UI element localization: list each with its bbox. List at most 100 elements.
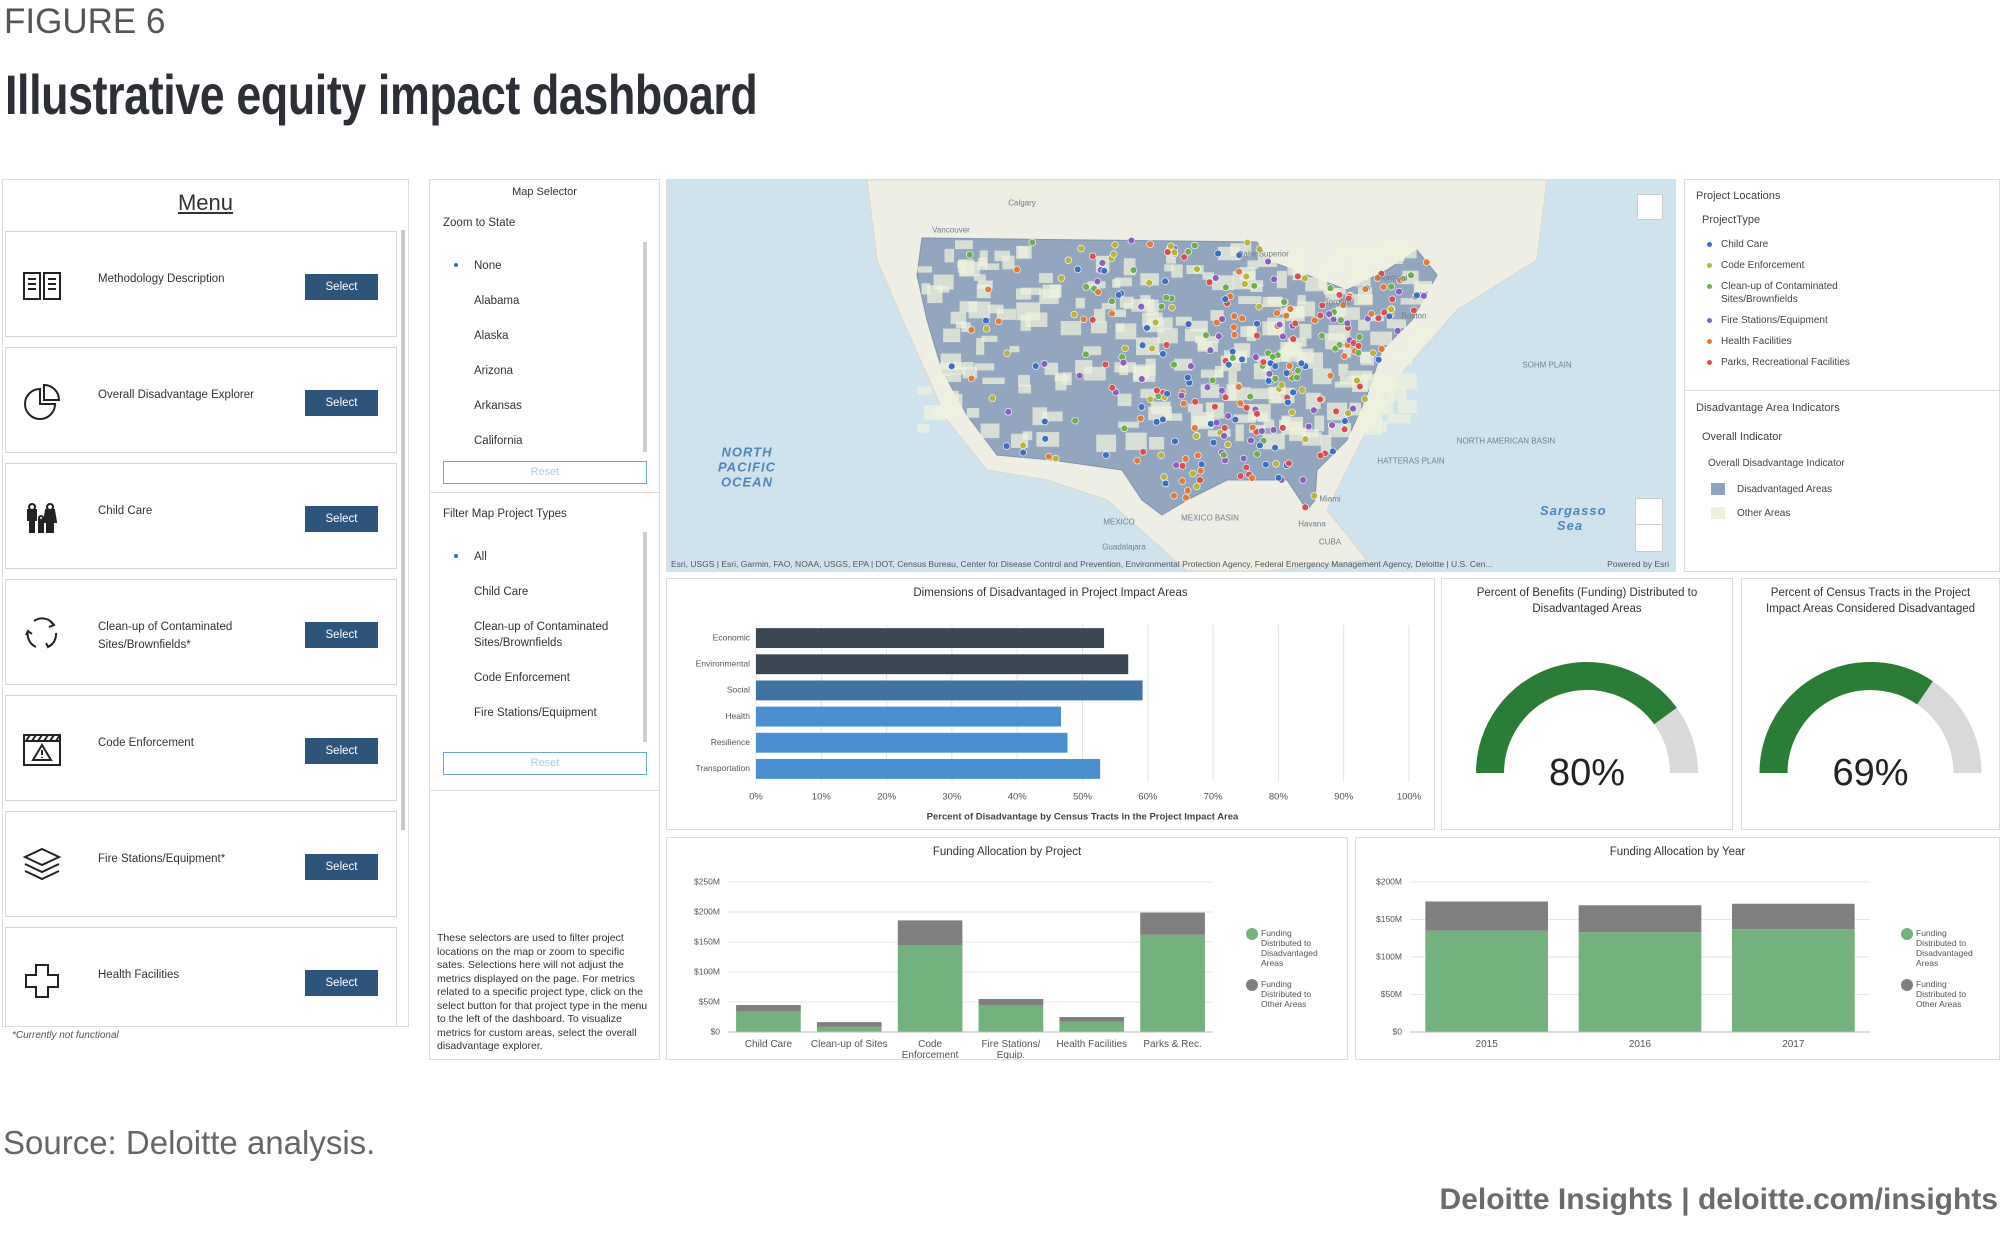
other-area-patch	[1348, 272, 1371, 287]
project-location	[1193, 482, 1201, 491]
project-location	[1259, 358, 1268, 366]
y-tick-label: Resilience	[711, 737, 750, 747]
project-location	[1253, 450, 1261, 458]
menu-item: Clean-up of Contaminated Sites/Brownfiel…	[5, 579, 397, 685]
project-location	[1373, 274, 1382, 282]
option[interactable]: Health Facilities	[474, 740, 624, 742]
map-label: Toronto	[1324, 297, 1352, 307]
option[interactable]: Clean-up of Contaminated Sites/Brownfiel…	[474, 621, 609, 649]
option[interactable]: None	[474, 260, 502, 272]
project-location	[1335, 291, 1344, 299]
gauge-label: 80%	[1549, 752, 1625, 794]
other-area-patch	[1018, 374, 1031, 387]
other-area-patch	[1140, 388, 1159, 398]
other-area-patch	[1060, 321, 1082, 336]
other-area-patch	[982, 377, 1005, 385]
project-location	[1004, 408, 1012, 416]
option[interactable]: California	[474, 435, 523, 447]
project-location	[1236, 399, 1245, 407]
x-tick-label: 2017	[1782, 1039, 1805, 1050]
map-label: MEXICO BASIN	[1181, 513, 1239, 523]
bar-segment	[978, 1005, 1044, 1032]
reset-button[interactable]: Reset	[443, 752, 647, 775]
other-area-patch	[1296, 352, 1306, 365]
project-location	[1192, 432, 1200, 440]
option[interactable]: Alaska	[474, 330, 509, 342]
gauge-panel: 80% Percent of Benefits (Funding) Distrib…	[1441, 578, 1733, 830]
bar	[756, 654, 1129, 675]
project-location	[1218, 386, 1226, 395]
other-area-patch	[1305, 392, 1321, 410]
project-location	[1246, 392, 1254, 401]
project-location	[1274, 474, 1283, 482]
option[interactable]: Arkansas	[474, 400, 522, 412]
select-button[interactable]: Select	[305, 738, 378, 764]
indicator-name: Overall Disadvantage Indicator	[1708, 458, 1845, 469]
other-area-patch	[1025, 312, 1048, 327]
other-area-patch	[1320, 434, 1332, 452]
option[interactable]: Fire Stations/Equipment	[474, 707, 597, 719]
other-area-patch	[974, 363, 995, 371]
other-area-patch	[1119, 296, 1134, 308]
option[interactable]: Child Care	[474, 586, 529, 598]
project-location	[1395, 287, 1403, 296]
project-location	[1180, 399, 1188, 408]
select-button[interactable]: Select	[305, 622, 378, 648]
project-location	[1160, 473, 1168, 481]
project-location	[1235, 267, 1243, 276]
other-area-patch	[921, 283, 931, 295]
project-location	[1161, 277, 1169, 285]
selected-dot	[454, 554, 458, 558]
other-area-patch	[1175, 316, 1192, 326]
other-area-patch	[1041, 411, 1063, 422]
zoom-in[interactable]	[1635, 498, 1663, 526]
map-label: NORTH AMERICAN BASIN	[1456, 436, 1556, 446]
legend-subtitle: ProjectType	[1702, 214, 1761, 226]
other-area-patch	[1163, 413, 1183, 421]
select-button[interactable]: Select	[305, 970, 378, 996]
project-location	[1326, 372, 1335, 380]
project-location	[1214, 249, 1222, 258]
project-location	[1206, 346, 1215, 354]
other-area-patch	[1348, 370, 1373, 381]
project-location	[1247, 436, 1255, 445]
map-canvas	[866, 180, 1548, 571]
menu-item: Health Facilities Select	[5, 927, 397, 1026]
area-swatch	[1711, 483, 1725, 495]
map-label: Montreal	[1376, 273, 1408, 283]
zoom-out[interactable]	[1635, 524, 1663, 552]
y-tick-label: $150M	[1376, 914, 1402, 924]
select-button[interactable]: Select	[305, 506, 378, 532]
select-button[interactable]: Select	[305, 390, 378, 416]
project-location	[1170, 248, 1179, 257]
x-tick-label: 20%	[877, 792, 897, 803]
project-location	[1316, 311, 1325, 320]
option[interactable]: Code Enforcement	[474, 672, 570, 684]
filter-label: Filter Map Project Types	[443, 508, 567, 520]
other-area-patch	[1387, 413, 1411, 424]
other-area-patch	[1334, 381, 1356, 388]
project-location	[1228, 347, 1237, 356]
other-area-patch	[1195, 336, 1219, 344]
select-button[interactable]: Select	[305, 854, 378, 880]
project-location	[1079, 315, 1088, 324]
option[interactable]: All	[474, 551, 487, 563]
plot: $0 $50M $100M $150M $200M	[1376, 876, 1870, 1036]
project-location	[1194, 451, 1202, 460]
option[interactable]: Alabama	[474, 295, 520, 307]
reset-button[interactable]: Reset	[443, 461, 647, 484]
project-location	[1301, 503, 1309, 511]
project-location	[1221, 393, 1230, 402]
project-location	[1248, 423, 1257, 432]
project-location	[1250, 282, 1258, 290]
project-location	[1152, 418, 1161, 426]
select-button[interactable]: Select	[305, 274, 378, 300]
option[interactable]: Arizona	[474, 365, 513, 377]
other-area-patch	[1240, 326, 1258, 337]
y-tick-label: $200M	[694, 906, 720, 916]
project-location	[1041, 435, 1049, 443]
other-area-patch	[1361, 373, 1381, 390]
gauge-value	[1476, 662, 1677, 774]
layer-button[interactable]	[1637, 194, 1663, 220]
other-area-patch	[1164, 264, 1174, 272]
